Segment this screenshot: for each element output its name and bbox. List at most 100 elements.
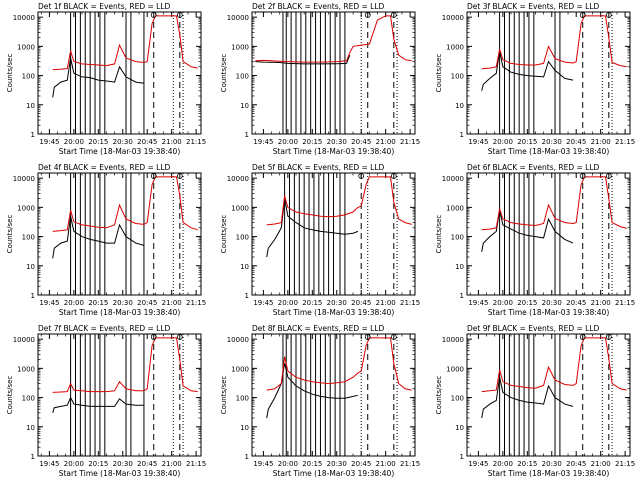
y-tick-label: 10000	[227, 175, 249, 183]
y-tick-label: 10	[240, 263, 249, 271]
y-tick-label: 10000	[227, 336, 249, 344]
plot-frame	[466, 333, 631, 457]
x-tick-label: 20:00	[64, 299, 84, 307]
lld-series-line	[481, 176, 627, 231]
interval-marker	[390, 334, 397, 340]
plot-frame	[37, 172, 202, 296]
x-tick-label: 20:30	[113, 460, 133, 468]
y-axis-label: Counts/sec	[220, 376, 228, 415]
y-axis-label: Counts/sec	[220, 215, 228, 254]
y-tick-label: 100	[451, 395, 464, 403]
y-tick-label: 1	[460, 453, 464, 461]
y-tick-label: 10000	[13, 336, 35, 344]
x-tick-label: 20:00	[278, 460, 298, 468]
y-tick-label: 100	[236, 234, 249, 242]
lld-series-line	[52, 337, 198, 393]
x-tick-label: 20:30	[542, 138, 562, 146]
panel-9: 1 10 100 1000 10000 19:45 20:00 20:15 20:30 20:45…	[435, 324, 635, 478]
y-tick-label: 1000	[446, 43, 464, 51]
lld-series-line	[266, 176, 412, 226]
y-tick-label: 10	[455, 424, 464, 432]
x-tick-label: 21:15	[186, 299, 206, 307]
lld-series-line	[255, 15, 412, 63]
panel-title: Det 1f BLACK = Events, RED = LLD	[38, 2, 171, 11]
plot-area	[266, 334, 412, 456]
x-tick-label: 20:00	[64, 460, 84, 468]
x-tick-label: 20:30	[327, 299, 347, 307]
y-tick-label: 10	[26, 263, 35, 271]
x-tick-label: 19:45	[39, 138, 59, 146]
x-tick-label: 20:45	[566, 138, 586, 146]
x-tick-label: 19:45	[253, 299, 273, 307]
y-axis-label: Counts/sec	[435, 54, 443, 93]
panel-4: 1 10 100 1000 10000 19:45 20:00 20:15 20:30 20:45…	[6, 163, 206, 317]
y-tick-label: 10000	[13, 14, 35, 22]
x-tick-label: 19:45	[468, 460, 488, 468]
panel-3: 1 10 100 1000 10000 19:45 20:00 20:15 20:30 20:45…	[435, 2, 635, 156]
x-tick-label: 20:45	[137, 138, 157, 146]
y-tick-label: 10000	[442, 175, 464, 183]
interval-marker	[358, 173, 365, 179]
panel-title: Det 3f BLACK = Events, RED = LLD	[467, 2, 600, 11]
x-tick-label: 21:15	[400, 138, 420, 146]
x-tick-label: 21:15	[186, 460, 206, 468]
plot-area	[52, 173, 198, 295]
interval-marker	[150, 12, 157, 18]
x-tick-label: 19:45	[468, 138, 488, 146]
x-tick-label: 20:45	[566, 460, 586, 468]
interval-marker	[150, 173, 157, 179]
y-axis-label: Counts/sec	[6, 215, 14, 254]
x-axis-label: Start Time (18-Mar-03 19:38:40)	[273, 308, 395, 317]
plot-frame	[37, 11, 202, 135]
x-tick-label: 20:30	[542, 299, 562, 307]
plot-area	[481, 12, 627, 134]
y-tick-label: 1	[31, 453, 35, 461]
interval-marker	[605, 12, 612, 18]
x-axis-label: Start Time (18-Mar-03 19:38:40)	[488, 308, 610, 317]
x-tick-label: 21:15	[615, 460, 635, 468]
x-tick-label: 19:45	[468, 299, 488, 307]
plot-area	[52, 334, 198, 456]
x-tick-label: 20:30	[113, 138, 133, 146]
interval-marker	[579, 173, 586, 179]
x-tick-label: 19:45	[39, 299, 59, 307]
panel-7: 1 10 100 1000 10000 19:45 20:00 20:15 20:30 20:45…	[6, 324, 206, 478]
lld-series-line	[481, 337, 627, 393]
x-tick-label: 20:45	[351, 138, 371, 146]
x-tick-label: 19:45	[39, 460, 59, 468]
x-tick-label: 21:15	[615, 299, 635, 307]
y-axis-label: Counts/sec	[6, 376, 14, 415]
interval-marker	[390, 12, 397, 18]
x-axis-label: Start Time (18-Mar-03 19:38:40)	[488, 147, 610, 156]
x-tick-label: 20:45	[137, 460, 157, 468]
y-tick-label: 1	[460, 292, 464, 300]
interval-marker	[364, 12, 371, 18]
x-tick-label: 21:00	[591, 138, 611, 146]
x-tick-label: 20:45	[351, 460, 371, 468]
panel-title: Det 2f BLACK = Events, RED = LLD	[252, 2, 385, 11]
y-tick-label: 1000	[17, 204, 35, 212]
x-tick-label: 20:30	[327, 460, 347, 468]
interval-marker	[605, 334, 612, 340]
x-tick-label: 21:00	[162, 138, 182, 146]
panel-title: Det 8f BLACK = Events, RED = LLD	[252, 324, 385, 333]
x-tick-label: 21:00	[376, 138, 396, 146]
events-series-line	[266, 363, 359, 419]
x-tick-label: 21:00	[376, 460, 396, 468]
events-series-line	[266, 198, 359, 258]
lld-series-line	[481, 15, 627, 70]
x-tick-label: 20:00	[493, 138, 513, 146]
x-tick-label: 21:15	[400, 299, 420, 307]
panel-title: Det 4f BLACK = Events, RED = LLD	[38, 163, 171, 172]
y-tick-label: 1	[245, 453, 249, 461]
y-tick-label: 10000	[442, 14, 464, 22]
x-tick-label: 21:00	[376, 299, 396, 307]
y-tick-label: 100	[236, 395, 249, 403]
x-tick-label: 20:00	[493, 299, 513, 307]
plot-area	[255, 12, 412, 134]
x-tick-label: 20:45	[137, 299, 157, 307]
interval-marker	[579, 12, 586, 18]
events-series-line	[52, 216, 145, 259]
x-tick-label: 21:00	[162, 299, 182, 307]
x-tick-label: 20:45	[351, 299, 371, 307]
